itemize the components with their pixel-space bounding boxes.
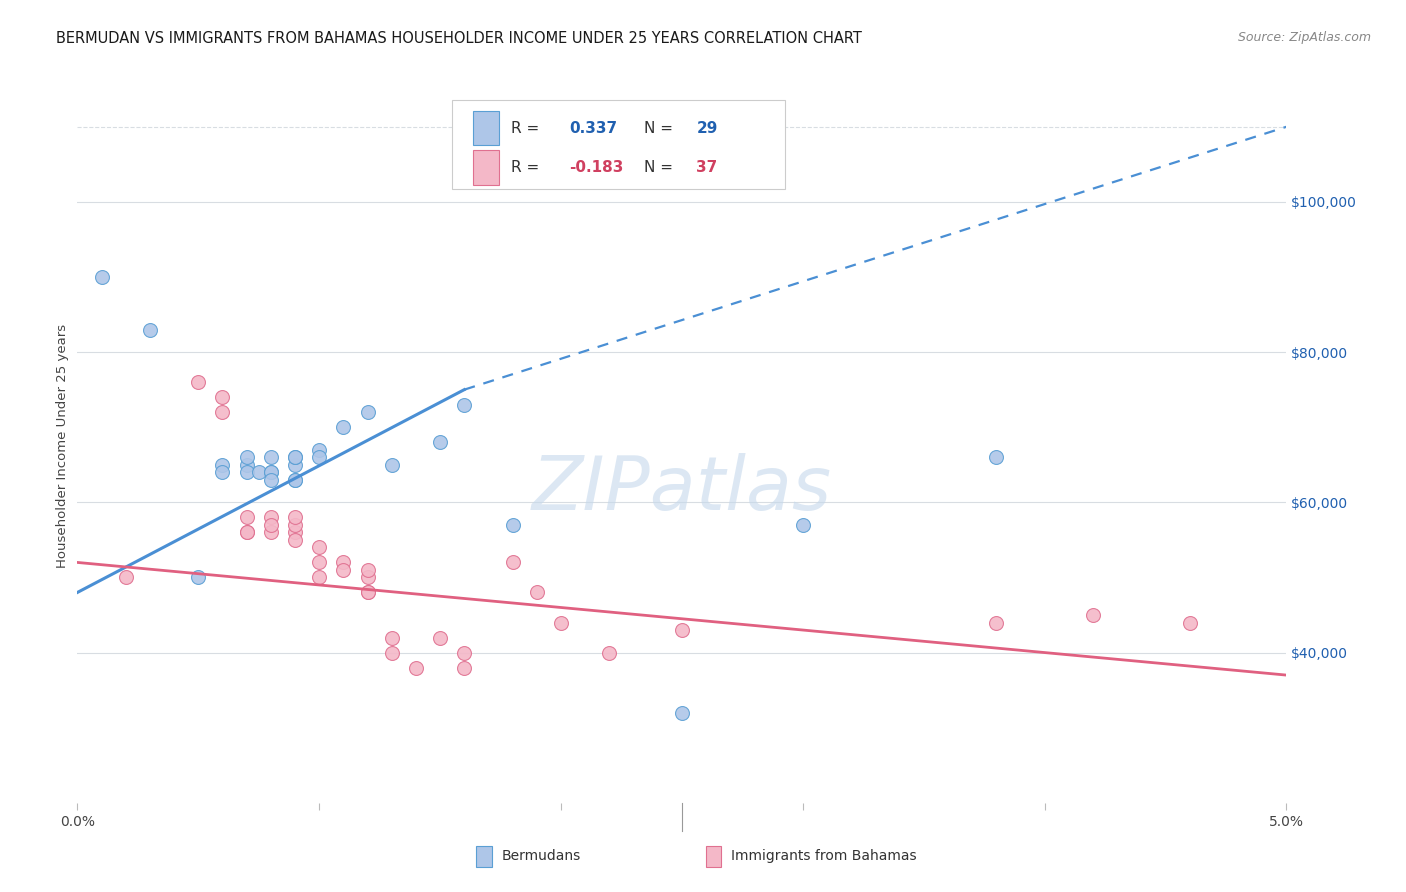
Point — [260, 450, 283, 465]
Point — [986, 450, 1008, 465]
Point — [332, 556, 354, 570]
Bar — [706, 846, 721, 867]
Point — [284, 525, 307, 540]
Point — [671, 706, 693, 720]
Text: 29: 29 — [696, 120, 718, 136]
Point — [187, 375, 209, 389]
Bar — [472, 111, 499, 145]
Point — [284, 450, 307, 465]
Point — [453, 398, 475, 412]
Point — [526, 585, 548, 599]
Point — [429, 631, 451, 645]
Bar — [472, 151, 499, 185]
Point — [332, 420, 354, 434]
Point — [284, 517, 307, 532]
Point — [235, 458, 257, 472]
Point — [356, 585, 378, 599]
Point — [284, 473, 307, 487]
Point — [235, 525, 257, 540]
Point — [260, 465, 283, 479]
Point — [114, 570, 136, 584]
Point — [260, 517, 283, 532]
Point — [792, 517, 814, 532]
Point — [550, 615, 572, 630]
Point — [247, 465, 270, 479]
Point — [405, 660, 427, 674]
Point — [671, 623, 693, 637]
Point — [381, 458, 404, 472]
Point — [332, 563, 354, 577]
Point — [356, 585, 378, 599]
Point — [260, 465, 283, 479]
Point — [211, 390, 233, 404]
Y-axis label: Householder Income Under 25 years: Householder Income Under 25 years — [56, 324, 69, 568]
Point — [211, 405, 233, 419]
Point — [284, 533, 307, 547]
Point — [260, 525, 283, 540]
Point — [986, 615, 1008, 630]
Point — [284, 473, 307, 487]
Point — [598, 646, 620, 660]
Point — [453, 660, 475, 674]
Point — [308, 556, 330, 570]
Text: BERMUDAN VS IMMIGRANTS FROM BAHAMAS HOUSEHOLDER INCOME UNDER 25 YEARS CORRELATIO: BERMUDAN VS IMMIGRANTS FROM BAHAMAS HOUS… — [56, 31, 862, 46]
Bar — [477, 846, 492, 867]
Text: N =: N = — [644, 160, 678, 175]
Point — [381, 631, 404, 645]
Point — [356, 563, 378, 577]
Text: 37: 37 — [696, 160, 717, 175]
Point — [284, 458, 307, 472]
Point — [284, 450, 307, 465]
Point — [356, 570, 378, 584]
Point — [308, 450, 330, 465]
Point — [284, 510, 307, 524]
Point — [235, 450, 257, 465]
Text: N =: N = — [644, 120, 678, 136]
Point — [187, 570, 209, 584]
Point — [381, 646, 404, 660]
Text: Immigrants from Bahamas: Immigrants from Bahamas — [731, 849, 917, 863]
Point — [1178, 615, 1201, 630]
Point — [356, 405, 378, 419]
Point — [235, 525, 257, 540]
Text: R =: R = — [512, 160, 544, 175]
Point — [260, 510, 283, 524]
Text: Source: ZipAtlas.com: Source: ZipAtlas.com — [1237, 31, 1371, 45]
FancyBboxPatch shape — [453, 100, 785, 189]
Point — [502, 517, 524, 532]
Point — [235, 465, 257, 479]
Point — [1081, 607, 1104, 622]
Point — [90, 270, 112, 285]
Point — [139, 322, 162, 336]
Point — [211, 465, 233, 479]
Point — [502, 556, 524, 570]
Point — [429, 435, 451, 450]
Text: -0.183: -0.183 — [569, 160, 624, 175]
Point — [211, 458, 233, 472]
Point — [260, 473, 283, 487]
Text: ZIPatlas: ZIPatlas — [531, 453, 832, 524]
Point — [453, 646, 475, 660]
Text: 0.337: 0.337 — [569, 120, 617, 136]
Point — [308, 442, 330, 457]
Point — [235, 510, 257, 524]
Point — [308, 570, 330, 584]
Text: R =: R = — [512, 120, 544, 136]
Text: Bermudans: Bermudans — [502, 849, 581, 863]
Point — [308, 541, 330, 555]
